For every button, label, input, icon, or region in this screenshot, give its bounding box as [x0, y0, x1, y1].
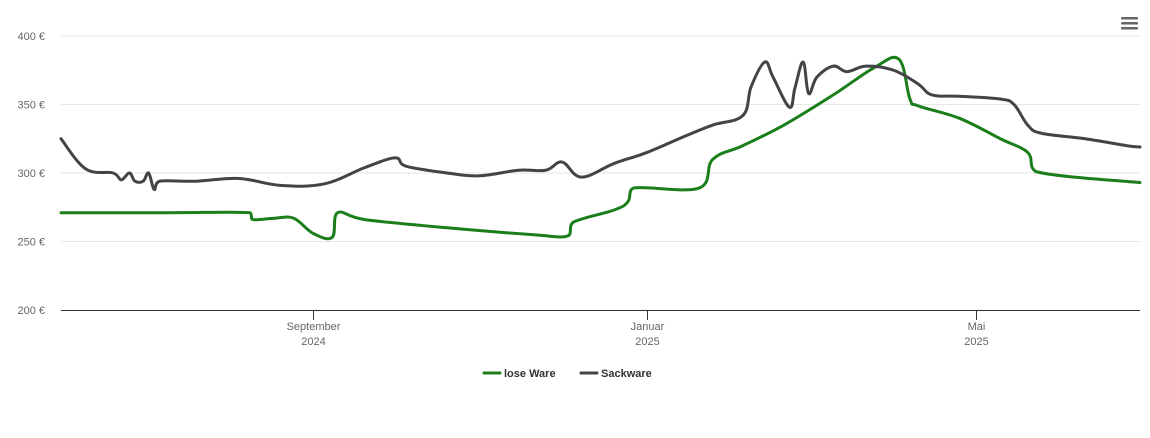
x-tick-label-year: 2025	[964, 336, 988, 348]
hamburger-menu-icon	[1121, 17, 1138, 30]
legend: lose Ware Sackware	[482, 368, 652, 380]
grid-layer	[61, 35, 1140, 242]
series-line-0[interactable]	[59, 55, 1142, 241]
x-tick-label-year: 2024	[301, 336, 325, 348]
series-layer	[59, 55, 1142, 241]
legend-item-0[interactable]: lose Ware	[482, 368, 556, 380]
legend-label: lose Ware	[504, 368, 556, 380]
x-axis: September 2024 Januar 2025 Mai 2025	[61, 310, 1140, 348]
y-tick-label: 200 €	[17, 305, 45, 317]
x-tick-label-year: 2025	[635, 336, 659, 348]
series-line-1[interactable]	[59, 60, 1142, 192]
y-tick-label: 350 €	[17, 100, 45, 112]
x-tick-label-month: Januar	[631, 321, 665, 333]
legend-item-1[interactable]: Sackware	[579, 368, 652, 380]
y-tick-label: 400 €	[17, 31, 45, 43]
legend-label: Sackware	[601, 368, 652, 380]
chart-menu-button[interactable]	[1120, 15, 1138, 31]
y-axis: 200 € 250 € 300 € 350 € 400 €	[17, 31, 45, 317]
y-tick-label: 300 €	[17, 168, 45, 180]
x-tick-label-month: Mai	[968, 321, 986, 333]
y-tick-label: 250 €	[17, 237, 45, 249]
x-tick-label-month: September	[287, 321, 341, 333]
